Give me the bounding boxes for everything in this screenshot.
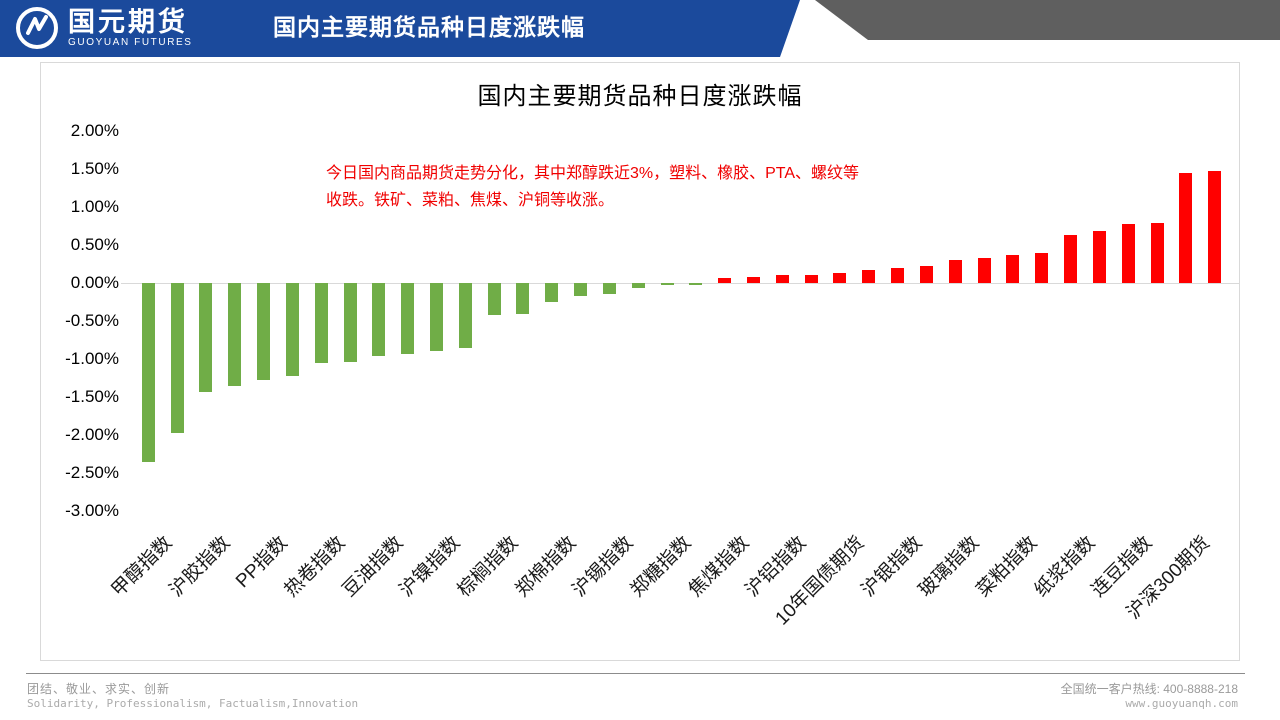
x-axis-label: 甲醇指数 xyxy=(108,532,177,602)
brand-name: 国元期货 xyxy=(68,7,188,37)
y-axis-tick: 1.00% xyxy=(70,197,119,216)
bar xyxy=(199,283,213,392)
bar xyxy=(372,283,386,356)
brand: 国元期货 GUOYUAN FUTURES xyxy=(14,5,193,51)
y-axis-tick: -1.00% xyxy=(65,349,119,368)
brand-logo-icon xyxy=(14,5,60,51)
y-axis-tick: 2.00% xyxy=(70,121,119,140)
bar xyxy=(574,283,588,296)
footer-hotline: 全国统一客户热线: 400-8888-218 xyxy=(1060,682,1238,696)
x-axis-label: 沪胶指数 xyxy=(165,532,235,602)
bar xyxy=(1208,171,1222,283)
annotation-line-1: 今日国内商品期货走势分化，其中郑醇跌近3%，塑料、橡胶、PTA、螺纹等 xyxy=(326,165,860,182)
bar xyxy=(804,274,818,283)
bar xyxy=(1121,224,1135,283)
bar xyxy=(689,283,703,285)
footer-slogan-cn: 团结、敬业、求实、创新 xyxy=(27,682,171,696)
x-axis-label: 菜粕指数 xyxy=(972,532,1042,602)
annotation-line-2: 收跌。铁矿、菜粕、焦煤、沪铜等收涨。 xyxy=(326,192,615,209)
footer-slogan-en: Solidarity, Professionalism, Factualism,… xyxy=(27,697,359,710)
bar xyxy=(1035,252,1049,283)
bar xyxy=(833,273,847,283)
y-axis-tick: -0.50% xyxy=(65,311,119,330)
bar xyxy=(718,277,732,283)
y-axis-tick: 1.50% xyxy=(70,159,119,178)
bar xyxy=(660,283,674,286)
y-axis-tick: -2.00% xyxy=(65,425,119,444)
bar xyxy=(862,270,876,283)
bar xyxy=(430,283,443,351)
bar xyxy=(1006,254,1020,283)
y-axis-tick: 0.50% xyxy=(70,235,119,254)
x-axis-label: 郑棉指数 xyxy=(511,532,581,602)
bar xyxy=(257,283,271,380)
bar xyxy=(401,283,415,355)
header-gray-band xyxy=(815,0,1280,40)
bar xyxy=(458,283,472,348)
bar xyxy=(1092,231,1106,283)
bar xyxy=(1179,172,1193,283)
bar xyxy=(919,266,933,283)
y-axis-tick: 0.00% xyxy=(70,273,119,292)
bar xyxy=(487,283,501,315)
x-axis-label: 热卷指数 xyxy=(281,532,350,602)
x-axis-label: 沪锡指数 xyxy=(569,532,638,602)
bar xyxy=(141,283,155,462)
chart-card: 国内主要期货品种日度涨跌幅 今日国内商品期货走势分化，其中郑醇跌近3%，塑料、橡… xyxy=(40,62,1240,661)
bar xyxy=(948,260,962,283)
bar xyxy=(516,283,530,315)
bar xyxy=(891,267,905,283)
header-blue-band xyxy=(0,0,800,57)
bar xyxy=(545,283,559,302)
header-title: 国内主要期货品种日度涨跌幅 xyxy=(273,14,585,40)
bar xyxy=(343,283,357,363)
bar xyxy=(602,283,616,294)
bar xyxy=(1150,222,1164,283)
y-axis-tick: -1.50% xyxy=(65,387,119,406)
x-axis-label: 郑糖指数 xyxy=(626,532,696,602)
x-axis-label: 沪银指数 xyxy=(857,532,927,602)
x-axis-label: 焦煤指数 xyxy=(684,532,754,602)
chart-annotation: 今日国内商品期货走势分化，其中郑醇跌近3%，塑料、橡胶、PTA、螺纹等 收跌。铁… xyxy=(326,160,859,214)
brand-text: 国元期货 GUOYUAN FUTURES xyxy=(68,8,193,48)
bar xyxy=(314,283,328,363)
x-axis-label: 棕榈指数 xyxy=(453,532,523,602)
bar xyxy=(170,283,184,433)
footer-divider xyxy=(26,673,1245,674)
bar xyxy=(1064,235,1078,283)
zero-gridline xyxy=(121,283,1239,284)
chart-title: 国内主要期货品种日度涨跌幅 xyxy=(477,83,803,110)
y-axis-tick: -2.50% xyxy=(65,463,119,482)
bar xyxy=(285,283,299,376)
bar xyxy=(775,275,789,283)
bar xyxy=(977,257,991,283)
bar xyxy=(747,276,761,283)
footer-website: www.guoyuanqh.com xyxy=(1125,697,1238,710)
bar xyxy=(631,283,645,289)
bar xyxy=(228,283,242,387)
x-axis-label: 纸浆指数 xyxy=(1030,532,1099,602)
brand-subtitle: GUOYUAN FUTURES xyxy=(68,37,193,48)
x-axis-label: 沪镍指数 xyxy=(396,532,465,602)
y-axis-tick: -3.00% xyxy=(65,501,119,520)
x-axis-label: 豆油指数 xyxy=(338,532,408,602)
x-axis-label: 玻璃指数 xyxy=(915,532,984,602)
